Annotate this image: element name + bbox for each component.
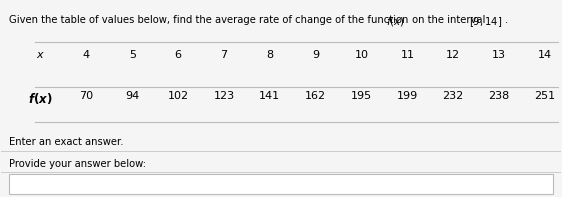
Text: 232: 232 <box>443 91 464 101</box>
Text: $[9, 14]$: $[9, 14]$ <box>469 15 502 29</box>
Text: 238: 238 <box>488 91 510 101</box>
Text: 14: 14 <box>538 50 552 60</box>
Text: 5: 5 <box>129 50 136 60</box>
Text: Provide your answer below:: Provide your answer below: <box>8 159 146 169</box>
Text: 199: 199 <box>397 91 418 101</box>
Text: $\boldsymbol{f(x)}$: $\boldsymbol{f(x)}$ <box>28 91 53 106</box>
Text: 9: 9 <box>312 50 319 60</box>
Text: 10: 10 <box>355 50 369 60</box>
Text: 8: 8 <box>266 50 273 60</box>
Text: 162: 162 <box>305 91 326 101</box>
Text: 13: 13 <box>492 50 506 60</box>
Text: $\mathit{x}$: $\mathit{x}$ <box>36 50 45 60</box>
Text: 123: 123 <box>214 91 234 101</box>
Text: 195: 195 <box>351 91 372 101</box>
Text: 251: 251 <box>534 91 555 101</box>
Text: 70: 70 <box>79 91 93 101</box>
Text: 11: 11 <box>400 50 414 60</box>
Text: $f(x)$: $f(x)$ <box>386 15 405 28</box>
Text: on the interval: on the interval <box>409 15 488 25</box>
FancyBboxPatch shape <box>8 174 554 194</box>
Text: 7: 7 <box>220 50 228 60</box>
Text: 141: 141 <box>259 91 280 101</box>
Text: 4: 4 <box>83 50 90 60</box>
Text: 102: 102 <box>167 91 189 101</box>
Text: Given the table of values below, find the average rate of change of the function: Given the table of values below, find th… <box>8 15 411 25</box>
Text: Enter an exact answer.: Enter an exact answer. <box>8 137 123 147</box>
Text: 94: 94 <box>125 91 139 101</box>
Text: .: . <box>505 15 508 25</box>
Text: 6: 6 <box>175 50 182 60</box>
Text: 12: 12 <box>446 50 460 60</box>
